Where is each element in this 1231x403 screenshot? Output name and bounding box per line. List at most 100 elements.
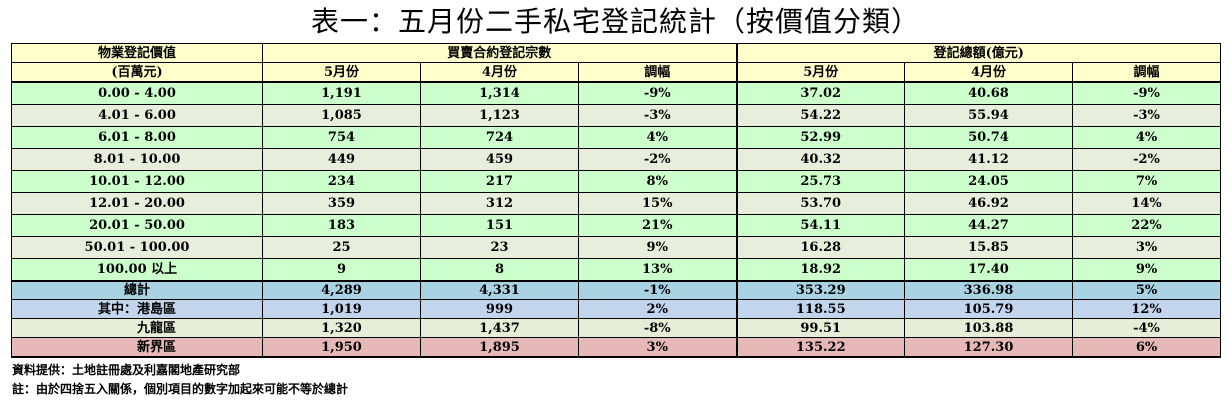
cell: 14% — [1071, 192, 1222, 215]
cell: 754 — [262, 126, 421, 149]
cell: 41.12 — [904, 148, 1073, 171]
cell: 217 — [420, 170, 579, 193]
cell: -3% — [1071, 104, 1222, 127]
cell: 135.22 — [735, 337, 905, 358]
cell: 13% — [578, 258, 737, 282]
cell: 449 — [262, 148, 421, 171]
cell: 1,320 — [262, 318, 421, 338]
row-label: 總計 — [11, 280, 263, 300]
cell: 6% — [1071, 337, 1222, 358]
cell: 52.99 — [735, 126, 905, 149]
table-row: 4.01 - 6.00 1,085 1,123 -3% 54.22 55.94 -3% — [11, 104, 1222, 127]
header-count-may: 5月份 — [262, 62, 421, 83]
header-value-range: 物業登記價值 — [11, 43, 263, 63]
page-title: 表一：五月份二手私宅登記統計（按價值分類） — [310, 5, 920, 38]
cell: 5% — [1071, 280, 1222, 300]
cell: -8% — [578, 318, 737, 338]
cell: 9% — [1071, 258, 1222, 282]
cell: 25.73 — [735, 170, 905, 193]
statistics-table: 物業登記價值 買賣合約登記宗數 登記總額(億元) (百萬元) 5月份 4月份 調… — [11, 43, 1222, 358]
cell: 8% — [578, 170, 737, 193]
cell: 4% — [1071, 126, 1222, 149]
cell: 118.55 — [735, 299, 905, 319]
cell: 1,191 — [262, 81, 421, 105]
cell: 234 — [262, 170, 421, 193]
cell: 21% — [578, 214, 737, 237]
cell: 55.94 — [904, 104, 1073, 127]
cell: 105.79 — [904, 299, 1073, 319]
row-label: 20.01 - 50.00 — [11, 214, 263, 237]
row-label: 10.01 - 12.00 — [11, 170, 263, 193]
cell: 1,437 — [420, 318, 579, 338]
row-label: 九龍區 — [11, 318, 263, 338]
cell: 103.88 — [904, 318, 1073, 338]
cell: 9 — [262, 258, 421, 282]
cell: 459 — [420, 148, 579, 171]
cell: 15% — [578, 192, 737, 215]
cell: 54.22 — [735, 104, 905, 127]
table-row: 6.01 - 8.00 754 724 4% 52.99 50.74 4% — [11, 126, 1222, 149]
row-label: 其中：港島區 — [11, 299, 263, 319]
new-territories-row: 新界區 1,950 1,895 3% 135.22 127.30 6% — [11, 337, 1222, 358]
cell: 1,314 — [420, 81, 579, 105]
cell: 9% — [578, 236, 737, 259]
footnotes: 資料提供：土地註冊處及利嘉閣地產研究部 註：由於四捨五入關係，個別項目的數字加起… — [12, 361, 348, 399]
row-label: 50.01 - 100.00 — [11, 236, 263, 259]
cell: 37.02 — [735, 81, 905, 105]
cell: -9% — [578, 81, 737, 105]
header-amount-may: 5月份 — [735, 62, 905, 83]
header-amount-change: 調幅 — [1071, 62, 1222, 83]
kowloon-row: 九龍區 1,320 1,437 -8% 99.51 103.88 -4% — [11, 318, 1222, 338]
header-count-change: 調幅 — [578, 62, 737, 83]
cell: 2% — [578, 299, 737, 319]
table-row: 8.01 - 10.00 449 459 -2% 40.32 41.12 -2% — [11, 148, 1222, 171]
cell: 151 — [420, 214, 579, 237]
header-registration-amount: 登記總額(億元) — [735, 43, 1222, 63]
row-label: 12.01 - 20.00 — [11, 192, 263, 215]
cell: 312 — [420, 192, 579, 215]
row-label: 100.00 以上 — [11, 258, 263, 282]
table-row: 50.01 - 100.00 25 23 9% 16.28 15.85 3% — [11, 236, 1222, 259]
cell: 16.28 — [735, 236, 905, 259]
cell: 127.30 — [904, 337, 1073, 358]
cell: 3% — [1071, 236, 1222, 259]
cell: -2% — [578, 148, 737, 171]
cell: 25 — [262, 236, 421, 259]
cell: -4% — [1071, 318, 1222, 338]
header-transaction-count: 買賣合約登記宗數 — [262, 43, 737, 63]
table-row: 10.01 - 12.00 234 217 8% 25.73 24.05 7% — [11, 170, 1222, 193]
rounding-note: 註：由於四捨五入關係，個別項目的數字加起來可能不等於總計 — [12, 382, 349, 396]
cell: -9% — [1071, 81, 1222, 105]
cell: 7% — [1071, 170, 1222, 193]
cell: 17.40 — [904, 258, 1073, 282]
cell: 183 — [262, 214, 421, 237]
source-note: 資料提供：土地註冊處及利嘉閣地產研究部 — [12, 363, 241, 377]
header-value-unit: (百萬元) — [11, 62, 263, 83]
header-amount-april: 4月份 — [904, 62, 1073, 83]
row-label: 0.00 - 4.00 — [11, 81, 263, 105]
row-label: 新界區 — [11, 337, 263, 358]
table-row: 0.00 - 4.00 1,191 1,314 -9% 37.02 40.68 -9% — [11, 81, 1222, 105]
cell: 4,331 — [420, 280, 579, 300]
cell: 4,289 — [262, 280, 421, 300]
cell: 336.98 — [904, 280, 1073, 300]
table-row: 100.00 以上 9 8 13% 18.92 17.40 9% — [11, 258, 1222, 282]
cell: -3% — [578, 104, 737, 127]
cell: 724 — [420, 126, 579, 149]
cell: 4% — [578, 126, 737, 149]
cell: 54.11 — [735, 214, 905, 237]
cell: 12% — [1071, 299, 1222, 319]
cell: 53.70 — [735, 192, 905, 215]
cell: 22% — [1071, 214, 1222, 237]
cell: 1,950 — [262, 337, 421, 358]
cell: 1,895 — [420, 337, 579, 358]
cell: 3% — [578, 337, 737, 358]
cell: 18.92 — [735, 258, 905, 282]
cell: 999 — [420, 299, 579, 319]
cell: 44.27 — [904, 214, 1073, 237]
table-row: 12.01 - 20.00 359 312 15% 53.70 46.92 14% — [11, 192, 1222, 215]
cell: 40.68 — [904, 81, 1073, 105]
cell: -2% — [1071, 148, 1222, 171]
cell: 353.29 — [735, 280, 905, 300]
cell: 1,019 — [262, 299, 421, 319]
